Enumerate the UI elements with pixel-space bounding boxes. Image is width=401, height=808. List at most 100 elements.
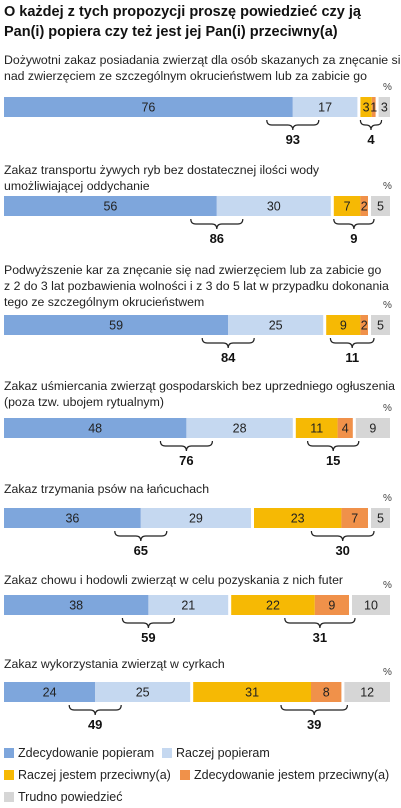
question-label: Zakaz transportu żywych ryb bez dostatec… (4, 163, 320, 177)
bar-segment-strong-support (4, 315, 229, 335)
segment-value: 2 (361, 319, 368, 333)
question-label: nad zwierzęciem ze szczególnym okrucieńs… (4, 69, 367, 83)
segment-value: 7 (344, 200, 351, 214)
bar-segment-strong-support (4, 595, 149, 615)
bar-segment-strong-against (341, 508, 368, 528)
bar-segment-dont-know (371, 196, 390, 216)
segment-value: 48 (88, 422, 102, 436)
bar-segment-strong-support (4, 196, 217, 216)
segment-value: 7 (351, 512, 358, 526)
percent-symbol: % (383, 82, 392, 93)
total-brace (307, 440, 360, 452)
segment-value: 9 (340, 319, 347, 333)
percent-symbol: % (383, 493, 392, 504)
bar-segment-against (231, 595, 315, 615)
total-brace (68, 704, 122, 716)
total-value: 76 (179, 453, 193, 468)
segment-value: 10 (364, 599, 378, 613)
segment-value: 25 (136, 686, 150, 700)
segment-value: 5 (377, 200, 384, 214)
percent-symbol: % (383, 300, 392, 311)
percent-symbol: % (383, 667, 392, 678)
total-value: 11 (345, 350, 359, 365)
percent-symbol: % (383, 181, 392, 192)
total-value: 86 (210, 231, 224, 246)
segment-value: 11 (310, 422, 323, 436)
question-label: umożliwiającej oddychanie (4, 179, 150, 193)
total-brace (280, 704, 348, 716)
bar-segment-support (95, 682, 191, 702)
bar-segment-strong-against (360, 315, 368, 335)
bar-segment-strong-support (4, 508, 141, 528)
total-value: 65 (134, 543, 148, 558)
total-value: 39 (307, 717, 321, 732)
chart-title: O każdej z tych propozycji proszę powied… (4, 4, 361, 40)
question-label: Dożywotni zakaz posiadania zwierząt dla … (4, 53, 401, 67)
total-value: 93 (286, 132, 300, 147)
total-brace (201, 337, 255, 349)
bar-segment-support (228, 315, 324, 335)
segment-value: 36 (65, 512, 79, 526)
bar-segment-against (326, 315, 361, 335)
segment-value: 9 (369, 422, 376, 436)
legend-swatch (4, 770, 14, 780)
bar-segment-strong-support (4, 682, 96, 702)
bar-segment-dont-know (352, 595, 390, 615)
segment-value: 28 (233, 422, 247, 436)
bar-segment-support (148, 595, 229, 615)
bar-segment-support (186, 418, 293, 438)
bar-segment-support (140, 508, 251, 528)
bar-segment-dont-know (371, 315, 390, 335)
bar-segment-strong-support (4, 418, 187, 438)
bar-segment-strong-support (4, 97, 293, 117)
total-brace (310, 530, 375, 542)
total-value: 59 (141, 630, 155, 645)
legend-swatch (162, 748, 172, 758)
question-label: Podwyższenie kar za znęcanie się nad zwi… (4, 263, 381, 277)
segment-value: 1 (370, 101, 377, 115)
segment-value: 3 (363, 101, 370, 115)
total-brace (114, 530, 168, 542)
segment-value: 24 (43, 686, 57, 700)
question-label: Zakaz uśmiercania zwierząt gospodarskich… (4, 379, 395, 393)
segment-value: 22 (266, 599, 280, 613)
segment-value: 38 (69, 599, 83, 613)
total-brace (284, 617, 356, 629)
legend-label: Raczej popieram (176, 746, 270, 760)
bar-segment-strong-against (371, 97, 376, 117)
legend-label: Raczej jestem przeciwny(a) (18, 768, 171, 782)
question-label: (poza tzw. ubojem rytualnym) (4, 395, 164, 409)
legend-swatch (4, 748, 14, 758)
total-brace (190, 218, 244, 230)
percent-symbol: % (383, 403, 392, 414)
bar-segment-dont-know (355, 418, 390, 438)
total-brace (333, 218, 375, 230)
total-value: 15 (326, 453, 340, 468)
bar-segment-strong-against (337, 418, 353, 438)
total-value: 49 (88, 717, 102, 732)
segment-value: 25 (269, 319, 283, 333)
total-brace (329, 337, 375, 349)
bar-segment-against (254, 508, 342, 528)
total-brace (359, 119, 383, 131)
total-value: 9 (350, 231, 357, 246)
percent-symbol: % (383, 580, 392, 591)
segment-value: 5 (377, 512, 384, 526)
question-label: z 2 do 3 lat pozbawienia wolności i z 3 … (4, 279, 389, 293)
segment-value: 31 (245, 686, 259, 700)
legend-label: Zdecydowanie popieram (18, 746, 154, 760)
question-label: Zakaz wykorzystania zwierząt w cyrkach (4, 657, 225, 671)
bar-segment-against (193, 682, 311, 702)
segment-value: 23 (291, 512, 305, 526)
total-value: 31 (313, 630, 327, 645)
question-label: Zakaz trzymania psów na łańcuchach (4, 482, 209, 496)
segment-value: 8 (323, 686, 330, 700)
total-value: 30 (335, 543, 349, 558)
bar-segment-support (216, 196, 331, 216)
bar-segment-dont-know (371, 508, 390, 528)
bar-segment-against (295, 418, 338, 438)
total-value: 84 (221, 350, 236, 365)
segment-value: 2 (361, 200, 368, 214)
segment-value: 12 (360, 686, 374, 700)
bar-segment-dont-know (378, 97, 390, 117)
